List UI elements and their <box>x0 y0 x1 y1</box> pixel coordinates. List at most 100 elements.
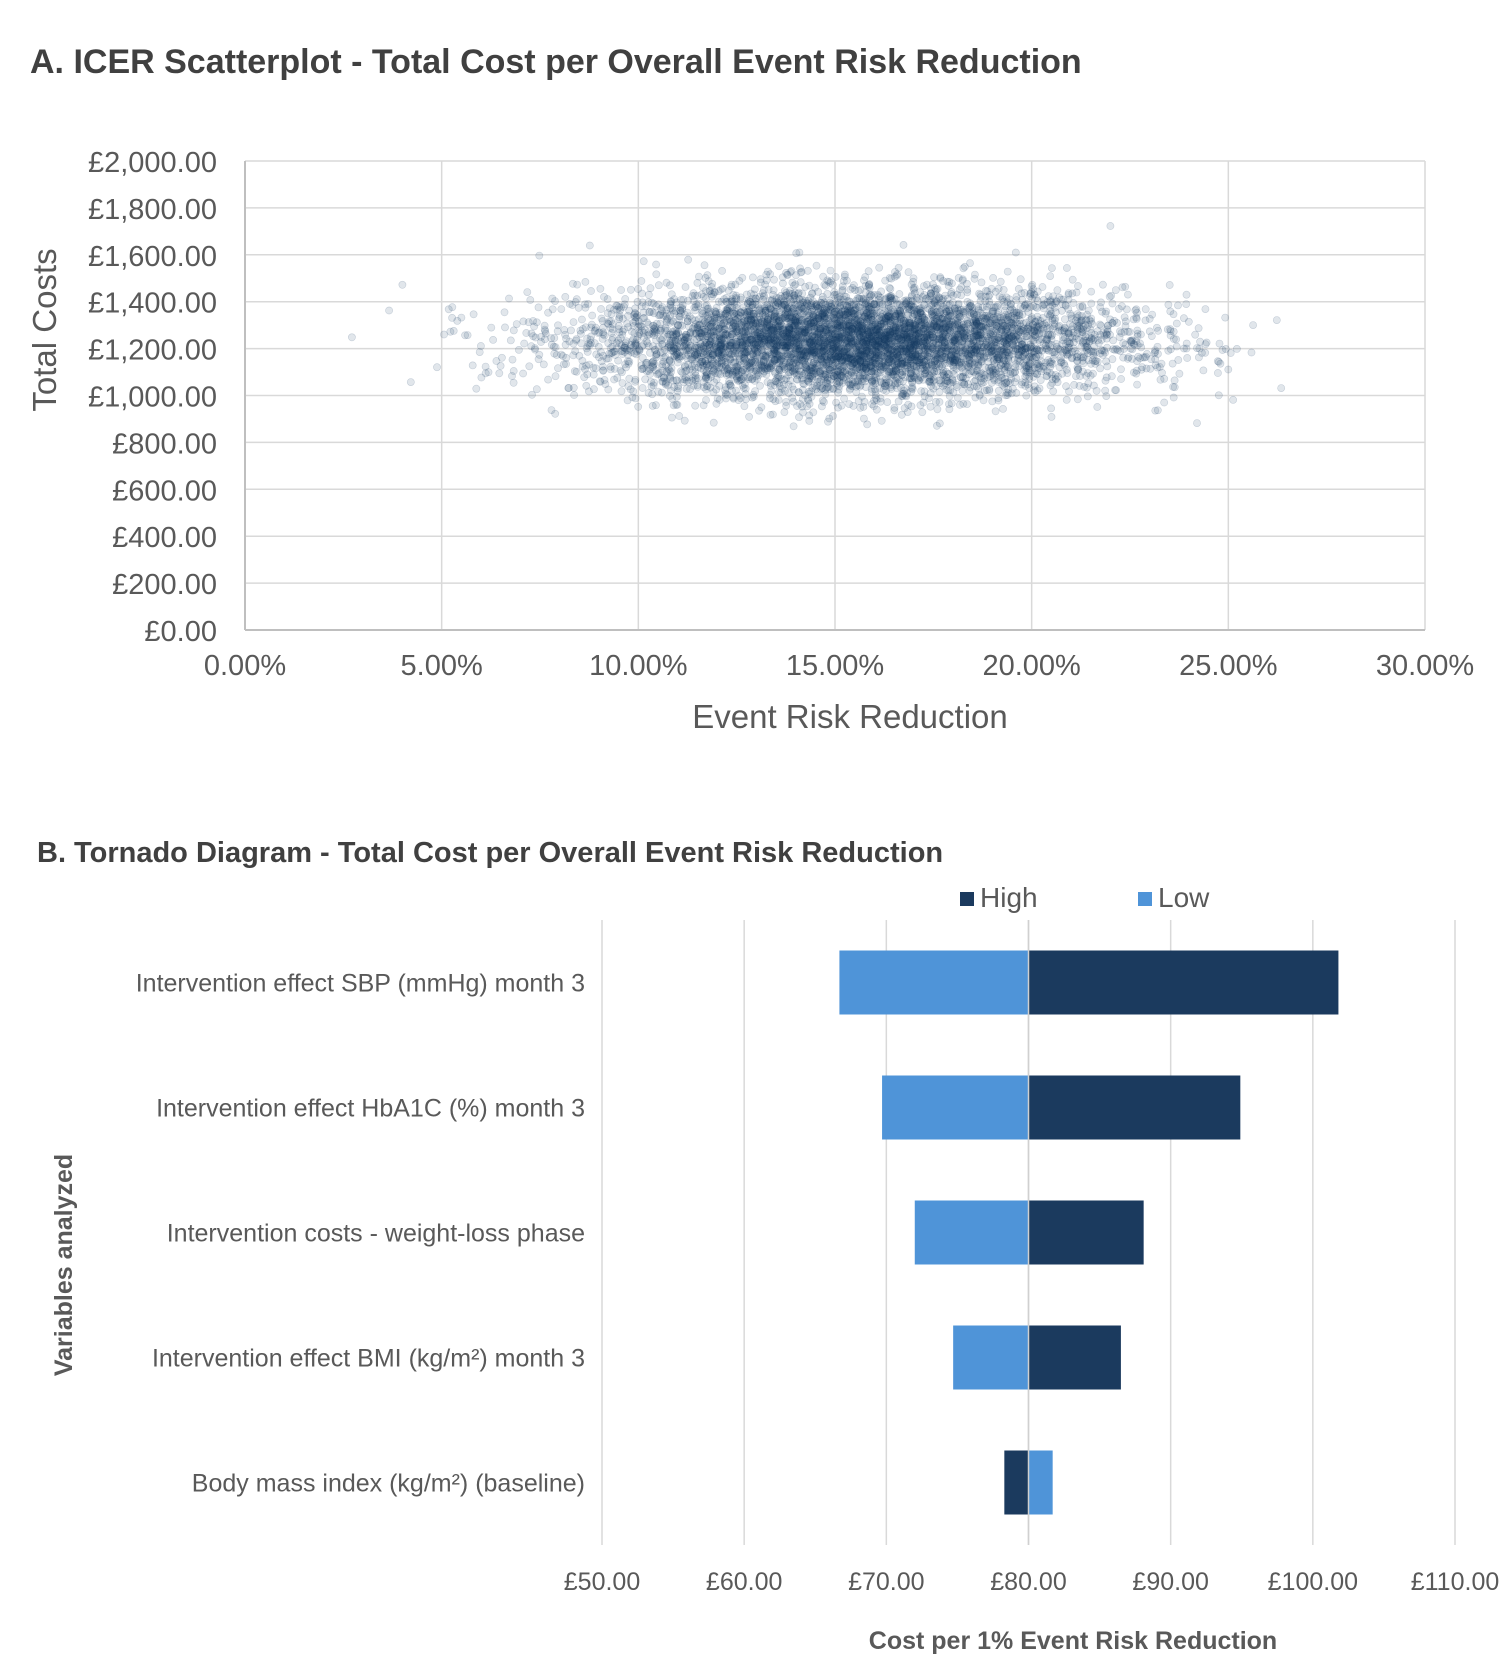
scatter-point <box>1024 360 1033 369</box>
scatter-point <box>676 306 685 315</box>
scatter-point <box>574 303 583 312</box>
scatter-point <box>1020 345 1029 354</box>
scatter-point <box>581 365 589 374</box>
scatter-point <box>863 326 872 335</box>
scatter-point <box>997 326 1006 335</box>
scatter-point <box>862 383 870 391</box>
scatter-point <box>1001 351 1010 360</box>
scatter-point <box>578 356 587 365</box>
scatter-point <box>631 377 639 386</box>
scatter-point <box>997 346 1006 355</box>
scatter-point <box>814 311 823 320</box>
scatter-point <box>505 294 513 303</box>
scatter-point <box>1004 385 1013 394</box>
scatter-point <box>872 405 881 414</box>
scatter-point <box>983 302 991 311</box>
scatter-point <box>893 384 901 393</box>
scatter-point <box>867 367 876 376</box>
scatter-point <box>724 370 733 379</box>
scatter-point <box>812 261 821 270</box>
scatter-point <box>828 325 836 333</box>
scatter-point <box>690 351 699 360</box>
scatter-point <box>715 395 724 404</box>
scatter-point <box>633 347 641 356</box>
scatter-point <box>1011 336 1020 344</box>
scatter-point <box>872 300 881 309</box>
scatter-point <box>732 368 740 377</box>
scatter-point <box>965 303 974 311</box>
scatter-point <box>1068 275 1077 284</box>
scatter-point <box>976 326 985 335</box>
scatter-point <box>881 307 890 315</box>
scatter-point <box>885 317 893 326</box>
scatter-point <box>741 349 750 358</box>
scatter-point <box>823 383 831 392</box>
scatter-point <box>658 360 667 368</box>
scatter-point <box>686 385 694 393</box>
scatter-point <box>997 316 1006 325</box>
scatter-point <box>622 337 631 346</box>
scatter-point <box>907 296 916 305</box>
scatter-point <box>495 369 504 378</box>
scatter-point <box>943 317 952 325</box>
scatter-point <box>987 347 996 355</box>
scatter-point <box>973 366 982 375</box>
scatter-point <box>572 367 581 376</box>
scatter-point <box>1039 295 1048 304</box>
scatter-point <box>747 289 755 298</box>
scatter-point <box>814 371 822 380</box>
scatter-point <box>891 311 900 320</box>
scatter-point <box>955 312 963 320</box>
scatter-point <box>764 333 773 341</box>
scatter-point <box>650 331 659 340</box>
scatter-point <box>1015 327 1023 336</box>
scatter-point <box>791 309 800 318</box>
scatter-point <box>832 291 841 299</box>
scatter-point <box>500 308 509 317</box>
scatter-point <box>799 298 807 307</box>
scatter-point <box>977 377 985 385</box>
scatter-point <box>880 319 888 327</box>
scatter-point <box>864 327 872 336</box>
scatter-point <box>791 325 800 334</box>
scatter-point <box>846 314 855 323</box>
scatter-point <box>740 353 749 362</box>
scatter-point <box>939 336 948 345</box>
scatter-point <box>945 392 954 400</box>
scatter-point <box>850 325 858 334</box>
scatter-point <box>940 328 949 337</box>
scatter-point <box>886 330 894 339</box>
scatter-point <box>918 408 927 417</box>
scatter-point <box>780 408 789 416</box>
scatter-point <box>985 385 994 394</box>
scatter-point <box>815 367 824 375</box>
scatter-point <box>764 285 773 294</box>
scatter-point <box>722 391 730 399</box>
scatter-point <box>782 398 790 406</box>
scatter-point <box>990 355 998 364</box>
scatter-point <box>715 346 724 355</box>
scatter-point <box>772 315 781 324</box>
scatter-point <box>472 384 481 393</box>
scatter-title: A. ICER Scatterplot - Total Cost per Ove… <box>30 43 1082 81</box>
scatter-point <box>1129 315 1138 324</box>
scatter-point <box>990 315 999 324</box>
scatter-point <box>699 342 708 351</box>
scatter-point <box>1277 384 1286 392</box>
scatter-point <box>787 330 795 339</box>
scatter-point <box>737 321 746 329</box>
scatter-point <box>864 323 872 332</box>
scatter-point <box>662 361 670 370</box>
scatter-point <box>897 314 905 323</box>
scatter-point <box>830 355 839 363</box>
scatter-point <box>1016 302 1025 311</box>
scatter-point <box>775 297 784 306</box>
scatter-point <box>1224 365 1233 374</box>
scatter-point <box>992 355 1001 364</box>
scatter-point <box>886 284 895 293</box>
scatter-point <box>965 386 974 395</box>
scatter-point <box>920 357 928 366</box>
scatter-point <box>648 390 657 399</box>
scatter-point <box>406 378 415 386</box>
scatter-point <box>932 382 941 391</box>
